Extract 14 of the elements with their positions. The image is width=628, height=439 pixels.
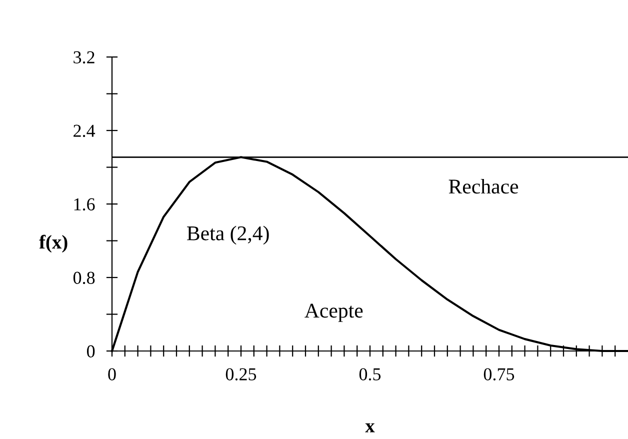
annotation: Beta (2,4) bbox=[187, 226, 269, 245]
y-tick-label: 0.8 bbox=[73, 272, 95, 284]
x-tick-label: 0.5 bbox=[359, 368, 381, 380]
y-tick-label: 3.2 bbox=[74, 51, 94, 64]
x-tick-label: 0 bbox=[108, 368, 116, 380]
x-axis-title: x bbox=[365, 423, 375, 432]
x-tick-label: 0.25 bbox=[226, 368, 256, 380]
y-tick-label: 0 bbox=[86, 345, 95, 358]
y-tick-label: 2.4 bbox=[74, 124, 96, 138]
annotation: Rechace bbox=[448, 178, 518, 194]
x-tick-label: 0.75 bbox=[484, 368, 514, 380]
annotation: Acepte bbox=[304, 304, 363, 322]
y-axis-title: f(x) bbox=[39, 234, 68, 253]
y-tick-label: 1.6 bbox=[74, 198, 95, 211]
